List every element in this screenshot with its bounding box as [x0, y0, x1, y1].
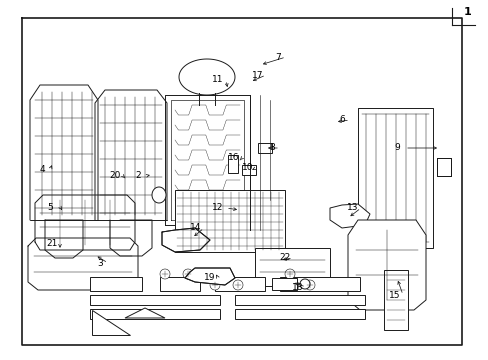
Text: 17: 17: [252, 71, 263, 80]
Polygon shape: [258, 143, 271, 153]
Polygon shape: [279, 278, 290, 290]
Polygon shape: [183, 269, 193, 279]
Polygon shape: [235, 295, 364, 305]
Polygon shape: [436, 158, 450, 176]
Polygon shape: [160, 269, 170, 279]
Polygon shape: [347, 220, 425, 310]
Text: 1: 1: [463, 7, 471, 17]
Text: 13: 13: [346, 203, 358, 212]
Polygon shape: [305, 280, 314, 290]
Text: 18: 18: [292, 283, 303, 292]
Text: 5: 5: [47, 202, 53, 211]
Text: 20: 20: [109, 171, 121, 180]
Text: 11: 11: [212, 76, 224, 85]
Polygon shape: [90, 277, 142, 291]
Text: 14: 14: [190, 224, 201, 233]
Text: 6: 6: [339, 116, 344, 125]
Polygon shape: [215, 277, 264, 291]
Polygon shape: [162, 228, 209, 252]
Polygon shape: [90, 295, 220, 305]
Polygon shape: [152, 187, 165, 203]
Polygon shape: [329, 204, 369, 228]
Text: 4: 4: [39, 166, 45, 175]
Text: 22: 22: [279, 253, 290, 262]
Polygon shape: [242, 165, 256, 175]
Polygon shape: [383, 270, 407, 330]
Polygon shape: [179, 59, 235, 95]
Text: 21: 21: [46, 238, 58, 248]
Text: 19: 19: [204, 274, 215, 283]
Text: 16: 16: [228, 153, 239, 162]
Polygon shape: [235, 309, 364, 319]
Polygon shape: [271, 278, 296, 290]
Text: 2: 2: [135, 171, 141, 180]
Text: 7: 7: [275, 53, 280, 62]
Text: 10: 10: [242, 163, 253, 172]
Polygon shape: [280, 277, 359, 291]
Text: 12: 12: [212, 203, 223, 212]
Text: 9: 9: [393, 144, 399, 153]
Polygon shape: [125, 308, 164, 318]
Polygon shape: [175, 190, 285, 252]
Text: 3: 3: [97, 258, 102, 267]
Polygon shape: [160, 277, 200, 291]
Polygon shape: [232, 280, 243, 290]
Polygon shape: [227, 155, 238, 173]
Text: 8: 8: [268, 144, 274, 153]
Polygon shape: [92, 310, 130, 335]
Polygon shape: [254, 248, 329, 286]
Text: 15: 15: [388, 291, 400, 300]
Polygon shape: [300, 279, 309, 289]
Polygon shape: [209, 280, 220, 290]
Polygon shape: [184, 268, 235, 285]
Polygon shape: [285, 269, 294, 279]
Polygon shape: [90, 309, 220, 319]
